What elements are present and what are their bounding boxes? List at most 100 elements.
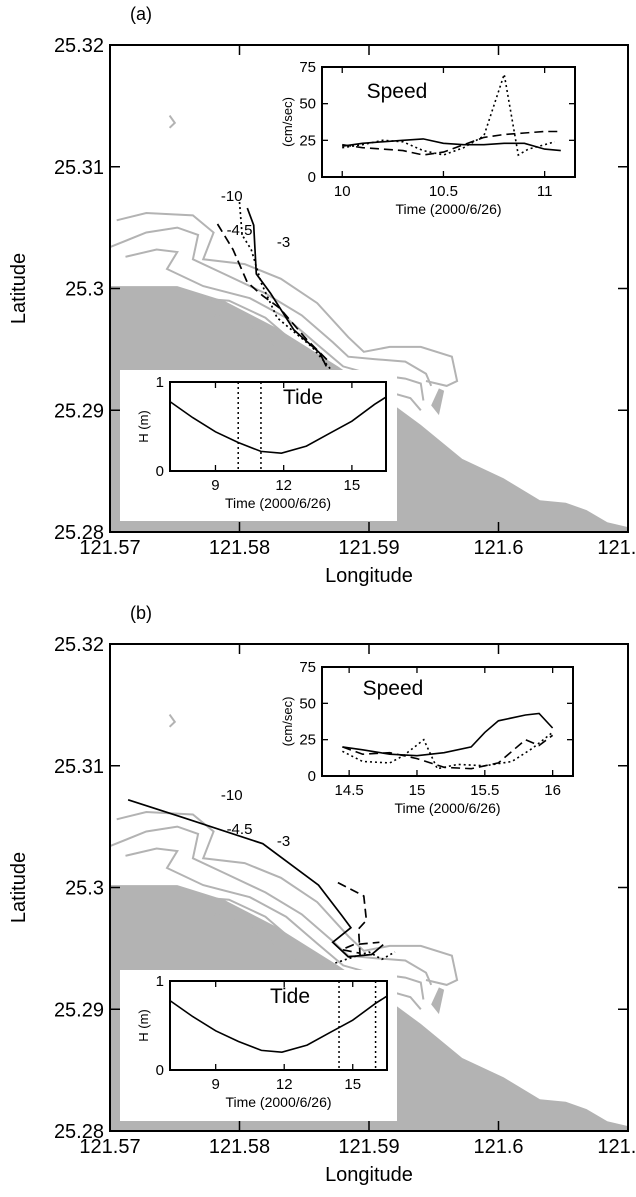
inset-series-dashed <box>342 734 554 770</box>
x-tick-label: 121.57 <box>79 537 140 559</box>
contour-label-bg <box>217 187 246 204</box>
x-axis-label: Longitude <box>325 565 413 587</box>
y-tick-label: 25.28 <box>54 1121 104 1143</box>
inset-series-solid <box>342 138 561 152</box>
contour-label-bg <box>269 833 298 850</box>
y-tick-label: 25.3 <box>65 279 104 301</box>
y-tick-label: 25.29 <box>54 400 104 422</box>
inset-y-tick-label: 0 <box>156 1062 164 1079</box>
inset-series-dashed <box>342 130 561 156</box>
inset-y-tick-label: 25 <box>299 732 316 749</box>
inset-x-tick-label: 15 <box>409 782 426 799</box>
y-tick-label: 25.32 <box>54 634 104 656</box>
inset-background <box>120 970 397 1121</box>
inset-x-label: Time (2000/6/26) <box>225 1094 331 1110</box>
inset-y-label: H (m) <box>136 410 151 443</box>
inset-x-tick-label: 9 <box>212 1076 220 1093</box>
x-tick-label: 121.59 <box>338 537 399 559</box>
inset-x-tick-label: 12 <box>276 1076 293 1093</box>
panel-tag: (a) <box>130 4 152 24</box>
inset-frame <box>169 980 388 1071</box>
map-panel-b: -10-4.5-3121.57121.58121.59121.6121.6125… <box>8 603 636 1186</box>
x-tick-label: 121.57 <box>79 1136 140 1158</box>
depth-contour <box>168 714 177 728</box>
y-tick-label: 25.28 <box>54 522 104 544</box>
inset-y-tick-label: 0 <box>308 169 316 186</box>
inset-y-label: H (m) <box>136 1009 151 1042</box>
inset-frame <box>321 666 574 777</box>
inset-y-tick-label: 25 <box>299 132 316 149</box>
inset-x-tick-label: 10.5 <box>429 183 458 200</box>
inset-title: Tide <box>283 386 323 409</box>
inset-y-tick-label: 75 <box>299 59 316 76</box>
inset-x-tick-label: 16 <box>544 782 561 799</box>
inset-title: Speed <box>363 677 424 700</box>
x-tick-label: 121.6 <box>473 537 523 559</box>
depth-contour <box>116 211 459 387</box>
x-tick-label: 121.59 <box>338 1136 399 1158</box>
inset-y-tick-label: 0 <box>308 768 316 785</box>
inset-x-tick-label: 9 <box>211 477 219 494</box>
depth-contour <box>125 847 425 1000</box>
panel-tag: (b) <box>130 603 152 623</box>
inset-x-tick-label: 11 <box>537 183 553 200</box>
contour-label: -10 <box>221 787 243 804</box>
inset-x-tick-label: 14.5 <box>335 782 364 799</box>
inset-y-label: (cm/sec) <box>280 697 295 747</box>
trajectory-dotted <box>335 951 396 964</box>
x-tick-label: 121.61 <box>597 537 636 559</box>
inset-y-label: (cm/sec) <box>280 97 295 147</box>
trajectory-dashed <box>337 881 380 955</box>
inset-frame <box>169 381 387 472</box>
inset-series-dotted <box>342 731 554 770</box>
depth-contour <box>116 810 459 986</box>
inset-y-tick-label: 1 <box>156 374 164 391</box>
tide-inset: 9 12 15 0 1 Time (2000/6/26) H (m) Tide <box>120 370 397 521</box>
inset-x-label: Time (2000/6/26) <box>394 800 500 816</box>
contour-label: -10 <box>221 188 243 205</box>
contour-label: -4.5 <box>227 222 253 239</box>
inset-x-label: Time (2000/6/26) <box>395 201 501 217</box>
y-tick-label: 25.31 <box>54 756 104 778</box>
speed-inset: 10 10.5 11 0 25 50 75 Time (2000/6/26) (cm/sec) S… <box>280 55 610 238</box>
inset-series-solid <box>342 712 554 757</box>
trajectory-solid <box>246 207 328 367</box>
depth-contour <box>168 115 177 129</box>
inset-y-tick-label: 50 <box>299 96 316 113</box>
inset-y-tick-label: 1 <box>156 973 164 990</box>
pier <box>431 987 445 1015</box>
tide-inset: 9 12 15 0 1 Time (2000/6/26) H (m) Tide <box>120 970 397 1121</box>
inset-x-tick-label: 15.5 <box>470 782 499 799</box>
map-panel-a: -10 -4.5 -3 121.57 121.58 121.59 121.6 121.61 25… <box>8 4 636 587</box>
speed-inset: 14.5 15 15.5 16 0 25 50 75 Time (2000/6/26) (cm/s… <box>280 655 610 838</box>
y-tick-label: 25.31 <box>54 157 104 179</box>
contour-label-bg <box>269 234 298 251</box>
y-tick-label: 25.29 <box>54 999 104 1021</box>
inset-x-tick-label: 15 <box>344 1076 361 1093</box>
inset-y-tick-label: 50 <box>299 695 316 712</box>
x-tick-label: 121.58 <box>209 537 270 559</box>
inset-title: Tide <box>270 985 310 1008</box>
inset-x-tick-label: 10 <box>334 183 351 200</box>
inset-title: Speed <box>367 80 428 103</box>
trajectory-dotted <box>238 202 333 371</box>
y-tick-label: 25.32 <box>54 35 104 57</box>
inset-background <box>120 370 397 521</box>
contour-label-bg <box>225 221 254 238</box>
inset-y-tick-label: 75 <box>299 659 316 676</box>
x-axis-label: Longitude <box>325 1164 413 1186</box>
pier <box>431 388 445 416</box>
depth-contour <box>110 825 433 986</box>
inset-x-tick-label: 12 <box>275 477 292 494</box>
inset-frame <box>321 66 576 178</box>
inset-series-solid <box>169 995 388 1054</box>
inset-x-label: Time (2000/6/26) <box>225 495 331 511</box>
inset-background <box>295 655 610 838</box>
x-tick-label: 121.61 <box>597 1136 636 1158</box>
contour-label-bg <box>217 786 246 803</box>
inset-series-dotted <box>342 74 556 157</box>
y-tick-label: 25.3 <box>65 878 104 900</box>
contour-label: -3 <box>277 833 290 850</box>
y-axis-label: Latitude <box>8 253 30 324</box>
